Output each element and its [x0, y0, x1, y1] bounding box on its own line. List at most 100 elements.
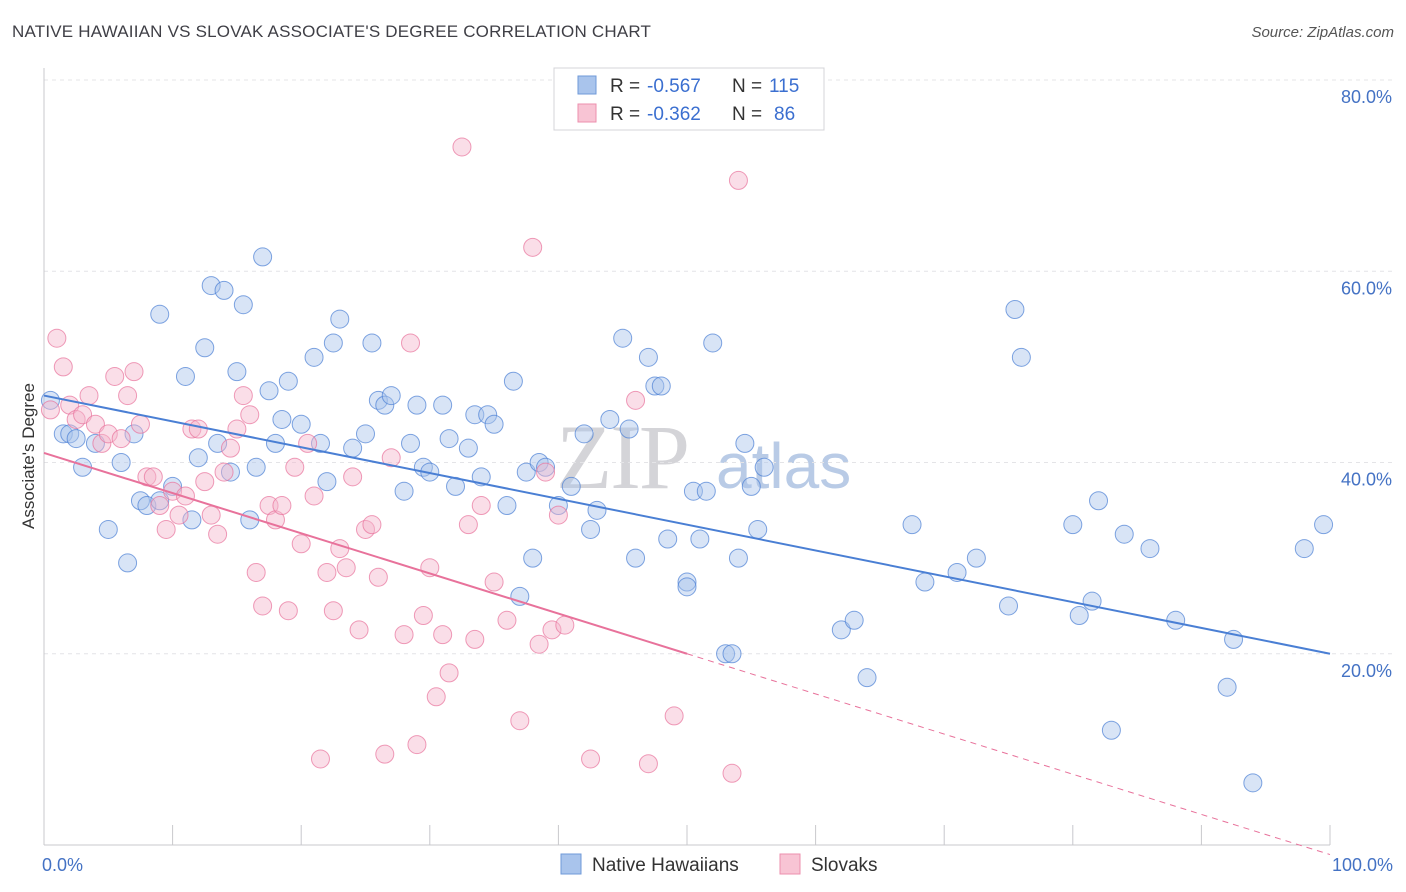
point-native-hawaiians-37 — [330, 309, 350, 329]
axes — [43, 68, 1331, 846]
point-native-hawaiians-100 — [1063, 515, 1083, 535]
point-native-hawaiians-57 — [497, 496, 517, 516]
point-slovaks-14 — [130, 414, 150, 434]
point-native-hawaiians-73 — [638, 347, 658, 367]
point-native-hawaiians-49 — [433, 395, 453, 415]
point-native-hawaiians-54 — [471, 467, 491, 487]
point-native-hawaiians-22 — [220, 462, 240, 482]
point-slovaks-51 — [368, 567, 388, 587]
point-slovaks-61 — [439, 663, 459, 683]
source-label: Source: ZipAtlas.com — [1251, 24, 1394, 41]
point-native-hawaiians-15 — [175, 366, 195, 386]
y-tick-label-60: 60.0% — [1341, 278, 1392, 298]
point-slovaks-16 — [143, 467, 163, 487]
point-native-hawaiians-110 — [1243, 773, 1263, 793]
point-slovaks-76 — [626, 390, 646, 410]
legend-swatch-native-hawaiians — [577, 75, 597, 95]
point-native-hawaiians-91 — [844, 610, 864, 630]
point-slovaks-73 — [548, 505, 568, 525]
point-slovaks-77 — [638, 754, 658, 774]
point-native-hawaiians-40 — [362, 333, 382, 353]
point-slovaks-64 — [465, 629, 485, 649]
point-slovaks-44 — [323, 601, 343, 621]
point-native-hawaiians-107 — [1166, 610, 1186, 630]
point-slovaks-13 — [124, 362, 144, 382]
point-slovaks-8 — [92, 433, 112, 453]
point-slovaks-50 — [362, 515, 382, 535]
point-native-hawaiians-56 — [484, 414, 504, 434]
point-native-hawaiians-70 — [613, 328, 633, 348]
point-slovaks-48 — [349, 620, 369, 640]
point-native-hawaiians-60 — [516, 462, 536, 482]
bottom-legend: Native Hawaiians Slovaks — [560, 853, 878, 876]
point-native-hawaiians-5 — [85, 433, 105, 453]
point-native-hawaiians-86 — [735, 433, 755, 453]
point-native-hawaiians-42 — [375, 395, 395, 415]
point-native-hawaiians-74 — [645, 376, 665, 396]
point-slovaks-38 — [285, 457, 305, 477]
bottom-legend-swatch-slovaks — [779, 853, 801, 875]
point-slovaks-7 — [85, 414, 105, 434]
gridlines — [44, 79, 1392, 655]
point-native-hawaiians-96 — [966, 548, 986, 568]
point-native-hawaiians-26 — [246, 457, 266, 477]
legend-n-value-2: 86 — [774, 104, 795, 125]
point-native-hawaiians-108 — [1217, 677, 1237, 697]
point-native-hawaiians-21 — [214, 280, 234, 300]
point-slovaks-21 — [175, 486, 195, 506]
point-native-hawaiians-77 — [677, 572, 697, 592]
point-native-hawaiians-36 — [323, 333, 343, 353]
point-native-hawaiians-71 — [619, 419, 639, 439]
point-slovaks-45 — [330, 539, 350, 559]
point-slovaks-47 — [343, 467, 363, 487]
trend-line-native-hawaiians — [43, 394, 1331, 655]
point-native-hawaiians-1 — [53, 424, 73, 444]
point-slovaks-32 — [246, 562, 266, 582]
point-slovaks-12 — [118, 386, 138, 406]
legend-r-value-1: -0.567 — [647, 76, 701, 97]
point-slovaks-39 — [291, 534, 311, 554]
point-native-hawaiians-81 — [696, 481, 716, 501]
point-native-hawaiians-80 — [690, 529, 710, 549]
point-native-hawaiians-8 — [118, 553, 138, 573]
point-slovaks-17 — [150, 496, 170, 516]
point-native-hawaiians-16 — [182, 510, 202, 530]
point-native-hawaiians-9 — [124, 424, 144, 444]
point-native-hawaiians-28 — [259, 381, 279, 401]
point-slovaks-78 — [664, 706, 684, 726]
point-native-hawaiians-33 — [304, 347, 324, 367]
point-slovaks-18 — [156, 519, 176, 539]
point-native-hawaiians-88 — [748, 519, 768, 539]
point-native-hawaiians-17 — [188, 448, 208, 468]
tick-labels: 20.0% 40.0% 60.0% 80.0% 0.0% 100.0% — [42, 87, 1393, 875]
point-slovaks-30 — [233, 386, 253, 406]
point-native-hawaiians-78 — [677, 577, 697, 597]
point-native-hawaiians-46 — [407, 395, 427, 415]
point-slovaks-79 — [722, 763, 742, 783]
point-native-hawaiians-30 — [272, 409, 292, 429]
point-native-hawaiians-44 — [394, 481, 414, 501]
point-native-hawaiians-111 — [1294, 539, 1314, 559]
point-slovaks-72 — [542, 620, 562, 640]
point-native-hawaiians-38 — [343, 438, 363, 458]
trend-lines — [43, 394, 1331, 856]
point-native-hawaiians-55 — [478, 405, 498, 425]
point-slovaks-75 — [581, 749, 601, 769]
data-points — [40, 137, 1334, 793]
point-native-hawaiians-67 — [581, 519, 601, 539]
legend-n-value-1: 115 — [769, 76, 799, 97]
x-tick-label-100: 100.0% — [1332, 855, 1393, 875]
trend-line-slovaks — [43, 451, 688, 655]
point-slovaks-20 — [169, 505, 189, 525]
point-native-hawaiians-66 — [574, 424, 594, 444]
point-native-hawaiians-69 — [600, 409, 620, 429]
point-slovaks-36 — [272, 496, 292, 516]
point-slovaks-26 — [208, 524, 228, 544]
point-native-hawaiians-92 — [857, 668, 877, 688]
watermark-atlas: atlas — [716, 430, 851, 502]
point-native-hawaiians-99 — [1011, 347, 1031, 367]
point-slovaks-68 — [510, 711, 530, 731]
point-native-hawaiians-82 — [703, 333, 723, 353]
point-slovaks-43 — [317, 562, 337, 582]
